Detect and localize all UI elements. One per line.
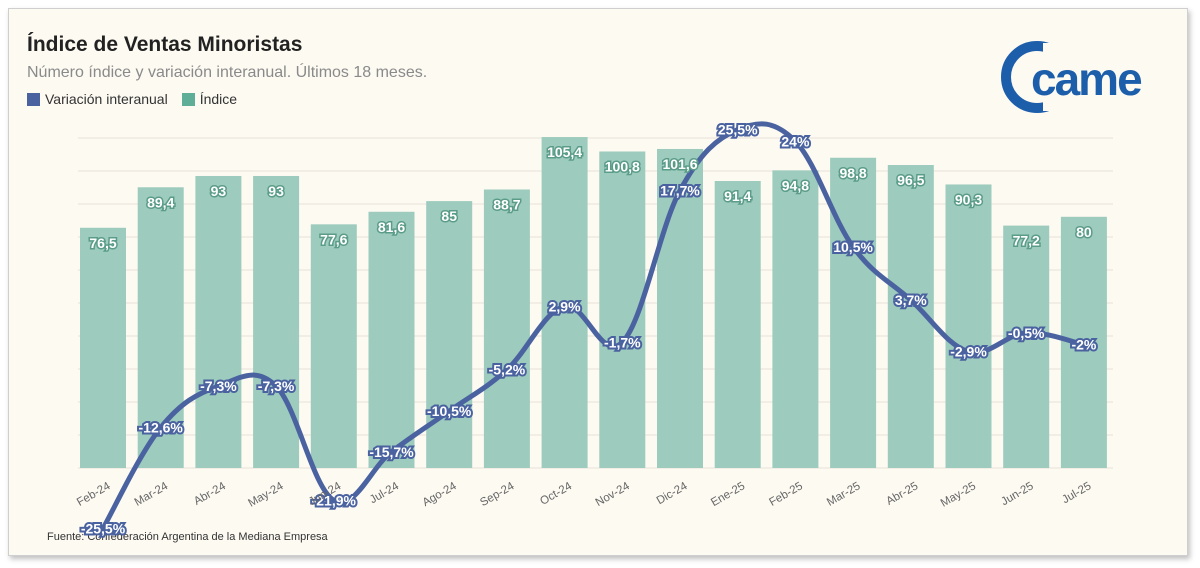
bar-value-label: 76,5	[89, 235, 116, 251]
bar-value-label: 77,6	[320, 231, 347, 247]
logo-ring-gap	[1043, 43, 1073, 111]
bar-value-label: 85	[441, 208, 457, 224]
bar	[483, 189, 530, 468]
category-label: Nov-24	[594, 480, 633, 509]
category-label: Sep-24	[478, 480, 517, 509]
category-label: Abr-24	[192, 480, 228, 508]
line-point-label: 2,9%	[549, 298, 581, 314]
legend: Variación interanual Índice	[27, 91, 237, 107]
category-label: Mar-25	[825, 480, 863, 509]
bar	[772, 170, 819, 468]
line-point-label: -12,6%	[139, 420, 184, 436]
bar-value-label: 93	[268, 183, 284, 199]
line-point-label: -10,5%	[427, 403, 472, 419]
legend-label-line: Variación interanual	[45, 91, 168, 107]
bar	[368, 211, 415, 468]
bar-value-label: 81,6	[378, 219, 405, 235]
line-point-label: 3,7%	[895, 292, 927, 308]
category-label: Abr-25	[884, 480, 920, 508]
category-label: Jun-25	[999, 480, 1035, 508]
bar	[80, 227, 126, 468]
came-logo-graphic: came	[1001, 41, 1144, 113]
bar	[541, 137, 588, 468]
category-label: Mar-24	[133, 480, 171, 509]
line-point-label: -21,9%	[312, 492, 357, 508]
line-point-label: -7,3%	[258, 378, 295, 394]
category-label: May-25	[939, 480, 978, 510]
logo-wordmark: came	[1031, 53, 1142, 105]
bar-value-label: 101,6	[662, 156, 697, 172]
bar-value-label: 91,4	[724, 188, 751, 204]
legend-label-bar: Índice	[199, 91, 238, 107]
bar	[426, 201, 473, 468]
category-label: Feb-24	[75, 480, 113, 509]
bar-value-label: 98,8	[839, 165, 866, 181]
category-label: Feb-25	[767, 480, 805, 509]
bar	[945, 184, 992, 468]
category-label: Ene-25	[709, 480, 747, 509]
bar-value-label: 105,4	[547, 144, 582, 160]
line-point-label: -2%	[1071, 337, 1096, 353]
legend-swatch-bar	[181, 92, 195, 106]
bar	[310, 224, 357, 468]
bar	[137, 187, 184, 468]
legend-item-bar: Índice	[181, 91, 238, 107]
legend-swatch-line	[27, 92, 40, 106]
bar-value-label: 94,8	[782, 177, 809, 193]
chart-title: Índice de Ventas Minoristas	[27, 33, 303, 56]
bar-value-label: 90,3	[955, 191, 982, 207]
bar-value-label: 93	[211, 183, 227, 199]
bar	[830, 157, 877, 468]
line-point-label: -7,3%	[200, 378, 237, 394]
bar-value-label: 96,5	[897, 172, 924, 188]
came-logo: came	[1001, 39, 1149, 120]
bar-value-label: 77,2	[1013, 233, 1040, 249]
bar	[1003, 225, 1050, 468]
line-point-label: -2,9%	[950, 344, 987, 360]
line-series-variacion	[100, 121, 1087, 531]
line-point-label: -0,5%	[1008, 325, 1045, 341]
chart-subtitle: Número índice y variación interanual. Úl…	[27, 64, 428, 81]
bar-value-label: 100,8	[605, 158, 640, 174]
bar	[253, 175, 300, 469]
line-point-label: -5,2%	[489, 362, 526, 378]
category-label: Ago-24	[421, 480, 460, 509]
line-point-label: 25,5%	[718, 122, 758, 138]
bar-value-label: 89,4	[147, 194, 174, 210]
bar-value-label: 88,7	[493, 196, 520, 212]
line-point-label: -1,7%	[604, 334, 641, 350]
category-label: May-24	[246, 480, 286, 510]
bar-value-label: 80	[1076, 224, 1092, 240]
line-point-label: -25,5%	[81, 520, 126, 536]
category-label: Dic-24	[655, 480, 690, 507]
bar	[195, 175, 242, 469]
line-point-label: 10,5%	[833, 239, 873, 255]
line-point-label: 24%	[781, 133, 810, 149]
bar	[714, 181, 761, 468]
line-point-label: 17,7%	[660, 183, 700, 199]
source-note: Fuente: Confederación Argentina de la Me…	[47, 531, 328, 543]
category-label: Jul-24	[368, 480, 402, 506]
category-label: Oct-24	[538, 480, 574, 508]
legend-item-line: Variación interanual	[27, 91, 168, 107]
bar	[657, 148, 703, 468]
line-point-label: -15,7%	[369, 444, 414, 460]
category-label: Jul-25	[1060, 480, 1093, 506]
